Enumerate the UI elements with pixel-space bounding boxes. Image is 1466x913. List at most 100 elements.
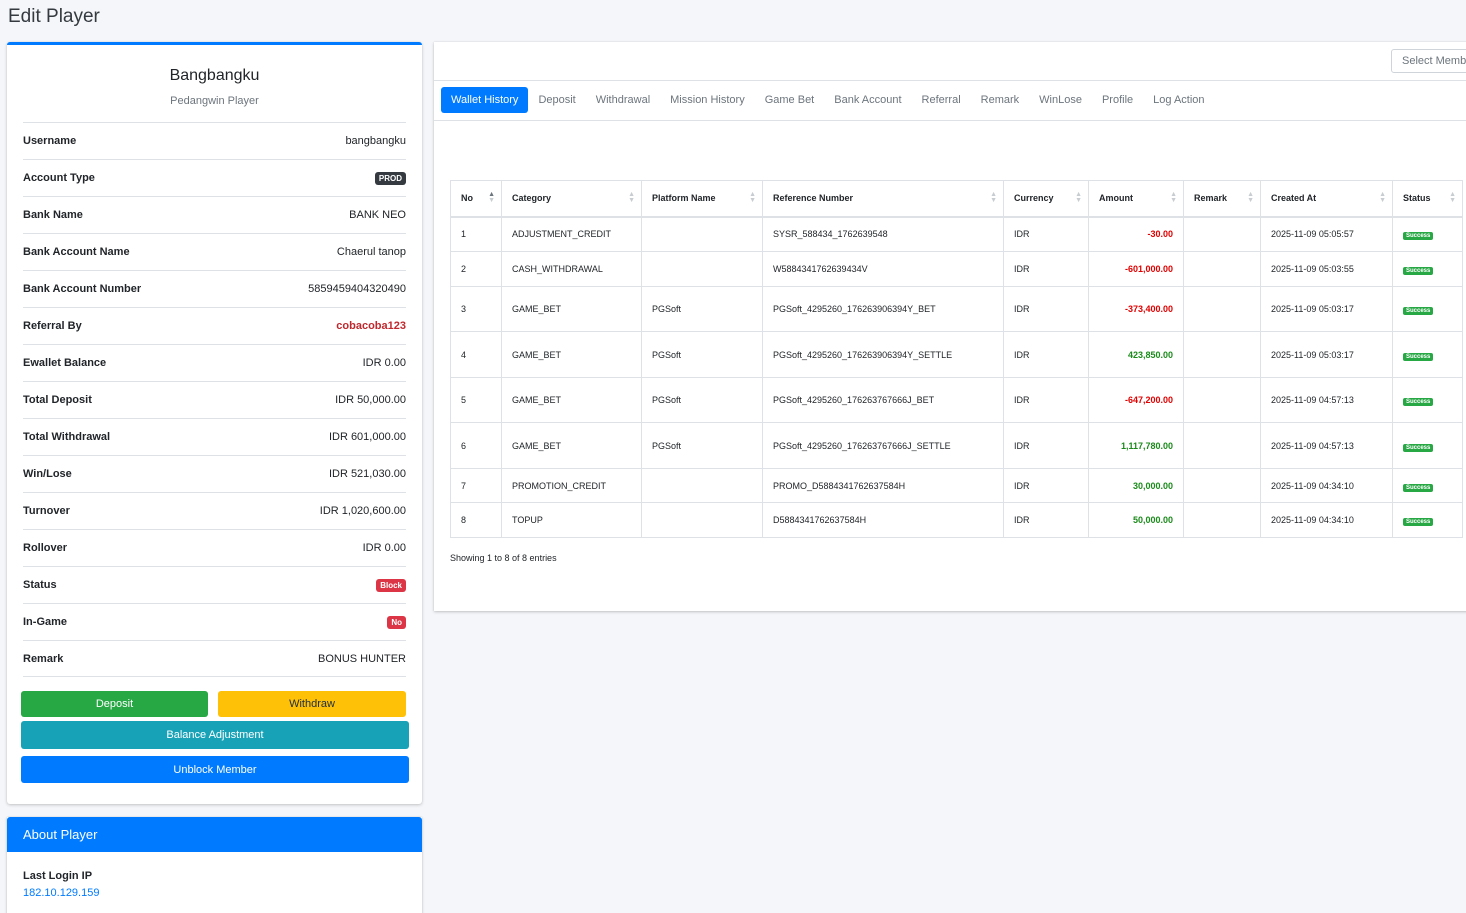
col-header-label: Remark <box>1194 193 1228 204</box>
cell-remark <box>1183 216 1261 252</box>
cell-remark <box>1183 377 1261 423</box>
col-header-category[interactable]: Category ▲ ▼ <box>501 180 642 218</box>
status-success-badge: Success <box>1403 518 1434 526</box>
tab-log-action[interactable]: Log Action <box>1153 94 1205 106</box>
cell-remark <box>1183 422 1261 469</box>
info-label: Bank Name <box>23 209 83 221</box>
tab-game-bet[interactable]: Game Bet <box>764 94 815 106</box>
tab-profile[interactable]: Profile <box>1101 94 1134 106</box>
tab-winlose[interactable]: WinLose <box>1039 94 1082 106</box>
last-login-ip[interactable]: 182.10.129.159 <box>23 887 100 899</box>
cell-platform: PGSoft <box>641 331 763 378</box>
tab-mission-history[interactable]: Mission History <box>670 94 745 106</box>
tab-deposit[interactable]: Deposit <box>538 94 576 106</box>
cell-status: Success <box>1392 251 1463 287</box>
page-title: Edit Player <box>8 6 100 27</box>
player-tabs: Wallet History Deposit Withdrawal Missio… <box>441 87 1215 113</box>
info-label: Username <box>23 135 77 147</box>
cell-currency: IDR <box>1003 468 1089 503</box>
status-success-badge: Success <box>1403 232 1434 241</box>
balance-adjustment-button[interactable]: Balance Adjustment <box>21 721 409 749</box>
col-header-no[interactable]: No ▲ ▼ <box>450 180 502 218</box>
cell-remark <box>1183 286 1261 332</box>
col-header-created-at[interactable]: Created At ▲ ▼ <box>1260 180 1393 218</box>
cell-currency: IDR <box>1003 331 1089 378</box>
sort-asc-icon: ▲ ▼ <box>488 191 495 204</box>
cell-status: Success <box>1392 422 1463 469</box>
player-info-list: Username bangbangku Account Type PROD Ba… <box>23 122 406 677</box>
referral-link[interactable]: cobacoba123 <box>336 320 406 332</box>
info-value: Chaerul tanop <box>336 246 406 258</box>
cell-category: GAME_BET <box>501 377 642 423</box>
cell-platform <box>641 216 763 252</box>
col-header-amount[interactable]: Amount ▲ ▼ <box>1088 180 1184 218</box>
cell-no: 4 <box>450 331 502 378</box>
info-label: Bank Account Number <box>23 283 142 295</box>
cell-currency: IDR <box>1003 251 1089 287</box>
cell-no: 5 <box>450 377 502 423</box>
cell-reference: D5884341762637584H <box>762 502 1004 538</box>
status-success-badge: Success <box>1403 352 1434 361</box>
sort-icon: ▲ ▼ <box>1379 191 1386 204</box>
withdraw-button[interactable]: Withdraw <box>218 691 406 717</box>
tab-withdrawal[interactable]: Withdrawal <box>595 94 651 106</box>
cell-remark <box>1183 502 1261 538</box>
about-player-card: About Player Last Login IP 182.10.129.15… <box>7 817 422 913</box>
cell-reference: PROMO_D5884341762637584H <box>762 468 1004 503</box>
info-row-ewallet-balance: Ewallet Balance IDR 0.00 <box>23 344 406 381</box>
cell-status: Success <box>1392 377 1463 423</box>
cell-category: CASH_WITHDRAWAL <box>501 251 642 287</box>
cell-reference: PGSoft_4295260_176263906394Y_SETTLE <box>762 331 1004 378</box>
cell-platform: PGSoft <box>641 422 763 469</box>
info-row-turnover: Turnover IDR 1,020,600.00 <box>23 492 406 529</box>
deposit-button[interactable]: Deposit <box>21 691 208 717</box>
info-label: Status <box>23 579 57 591</box>
card-header: Select Member <box>434 42 1466 81</box>
unblock-member-button[interactable]: Unblock Member <box>21 756 409 783</box>
cell-created-at: 2025-11-09 04:34:10 <box>1260 468 1393 503</box>
cell-created-at: 2025-11-09 04:34:10 <box>1260 502 1393 538</box>
info-label: Turnover <box>23 505 70 517</box>
in-game-badge: No <box>387 615 406 629</box>
tab-bank-account[interactable]: Bank Account <box>834 94 902 106</box>
table-row: 3 GAME_BET PGSoft PGSoft_4295260_1762639… <box>450 286 1463 332</box>
table-header-row: No ▲ ▼ Category ▲ ▼ Platform Name ▲ ▼ Referenc… <box>450 180 1463 218</box>
tab-remark[interactable]: Remark <box>980 94 1020 106</box>
info-label: Ewallet Balance <box>23 357 107 369</box>
cell-amount: -647,200.00 <box>1088 377 1184 423</box>
cell-platform <box>641 468 763 503</box>
info-label: Account Type <box>23 172 95 184</box>
cell-platform <box>641 251 763 287</box>
col-header-label: Category <box>512 193 552 204</box>
col-header-remark[interactable]: Remark ▲ ▼ <box>1183 180 1261 218</box>
col-header-platform[interactable]: Platform Name ▲ ▼ <box>641 180 763 218</box>
cell-currency: IDR <box>1003 502 1089 538</box>
cell-no: 3 <box>450 286 502 332</box>
tabs-divider <box>434 120 1466 121</box>
status-success-badge: Success <box>1403 443 1434 452</box>
info-label: Rollover <box>23 542 68 554</box>
col-header-reference[interactable]: Reference Number ▲ ▼ <box>762 180 1004 218</box>
last-login-label: Last Login IP <box>23 870 93 882</box>
col-header-label: Reference Number <box>773 193 854 204</box>
col-header-currency[interactable]: Currency ▲ ▼ <box>1003 180 1089 218</box>
player-name: Bangbangku <box>169 67 260 84</box>
tab-wallet-history[interactable]: Wallet History <box>441 87 529 113</box>
cell-amount: 30,000.00 <box>1088 468 1184 503</box>
tab-referral[interactable]: Referral <box>921 94 961 106</box>
cell-created-at: 2025-11-09 04:57:13 <box>1260 377 1393 423</box>
sort-icon: ▲ ▼ <box>1449 191 1456 204</box>
info-label: Total Deposit <box>23 394 92 406</box>
profile-card: Bangbangku Pedangwin Player Username ban… <box>7 42 422 804</box>
col-header-status[interactable]: Status ▲ ▼ <box>1392 180 1463 218</box>
cell-amount: -30.00 <box>1088 216 1184 252</box>
info-value: IDR 1,020,600.00 <box>319 505 406 517</box>
table-row: 2 CASH_WITHDRAWAL W5884341762639434V IDR… <box>450 251 1463 287</box>
cell-reference: W5884341762639434V <box>762 251 1004 287</box>
col-header-label: Amount <box>1099 193 1133 204</box>
cell-currency: IDR <box>1003 377 1089 423</box>
select-member-dropdown[interactable]: Select Member <box>1391 49 1466 73</box>
status-success-badge: Success <box>1403 398 1434 406</box>
info-row-win-lose: Win/Lose IDR 521,030.00 <box>23 455 406 492</box>
col-header-label: No <box>461 193 473 204</box>
